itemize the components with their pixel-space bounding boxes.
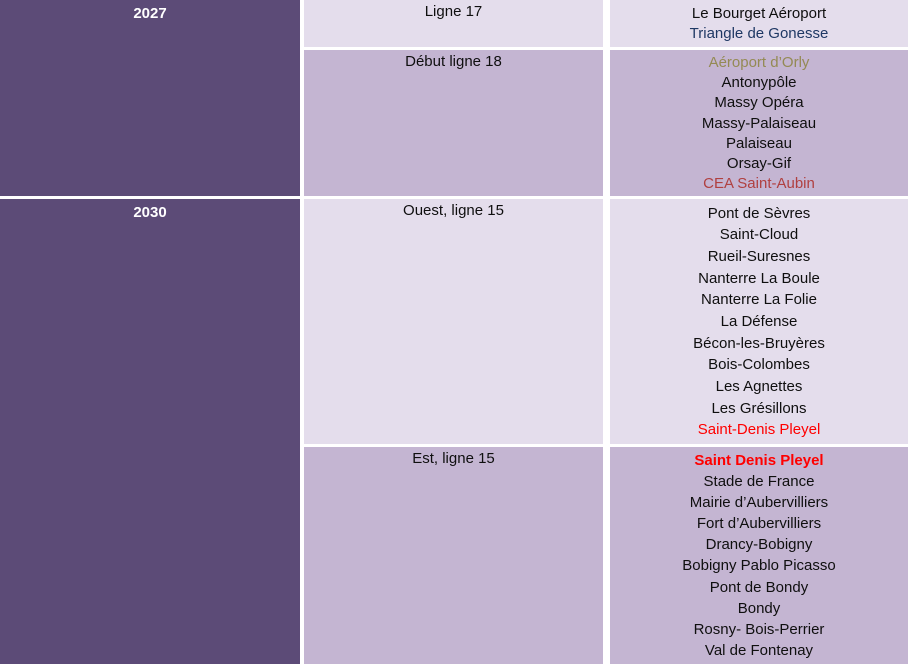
stations-cell: Aéroport d’Orly Antonypôle Massy Opéra Mass…: [610, 50, 908, 196]
station-name: Aéroport d’Orly: [708, 54, 810, 72]
line-cell: Ligne 17: [304, 0, 603, 47]
station-name: Saint-Denis Pleyel: [697, 421, 821, 439]
station-name: Rueil-Suresnes: [707, 247, 811, 265]
line-cell: Est, ligne 15: [304, 447, 603, 664]
station-name: Les Grésillons: [711, 399, 807, 417]
station-name: Pont de Bondy: [709, 578, 809, 596]
station-name: Fort d’Aubervilliers: [696, 515, 822, 533]
line-label: Ouest, ligne 15: [403, 202, 504, 219]
line-label: Est, ligne 15: [412, 450, 495, 467]
station-name: Val de Fontenay: [704, 641, 814, 659]
station-name: Bois-Colombes: [708, 356, 810, 374]
line-label: Début ligne 18: [405, 53, 502, 70]
year-cell: 2027: [0, 0, 300, 196]
line-label: Ligne 17: [424, 3, 483, 20]
station-name: Orsay-Gif: [726, 154, 792, 172]
station-name: CEA Saint-Aubin: [703, 174, 815, 192]
stations-cell: Saint Denis Pleyel Stade de France Mairie …: [610, 447, 908, 664]
station-name: Bondy: [737, 599, 781, 617]
station-name: Palaiseau: [726, 134, 792, 152]
station-name: Stade de France: [703, 473, 815, 491]
line-cell: Ouest, ligne 15: [304, 199, 603, 444]
station-name: La Défense: [720, 312, 798, 330]
station-name: Drancy-Bobigny: [705, 536, 813, 554]
year-cell: 2030: [0, 199, 300, 664]
stations-cell: Pont de Sèvres Saint-Cloud Rueil-Suresnes N…: [610, 199, 908, 444]
station-name: Le Bourget Aéroport: [691, 4, 827, 22]
station-name: Saint Denis Pleyel: [694, 452, 824, 470]
station-name: Rosny- Bois-Perrier: [693, 620, 825, 638]
station-name: Pont de Sèvres: [707, 204, 811, 222]
station-name: Mairie d’Aubervilliers: [689, 494, 829, 512]
station-name: Saint-Cloud: [719, 226, 799, 244]
stations-cell: Le Bourget Aéroport Triangle de Gonesse: [610, 0, 908, 47]
station-name: Massy-Palaiseau: [701, 114, 817, 132]
station-name: Les Agnettes: [715, 377, 803, 395]
station-name: Nanterre La Folie: [701, 291, 817, 309]
station-name: Massy Opéra: [714, 94, 804, 112]
line-cell: Début ligne 18: [304, 50, 603, 196]
station-name: Antonypôle: [721, 74, 797, 92]
station-name: Triangle de Gonesse: [689, 25, 829, 43]
station-name: Bobigny Pablo Picasso: [682, 557, 836, 575]
station-name: Nanterre La Boule: [698, 269, 820, 287]
station-name: Bécon-les-Bruyères: [693, 334, 825, 352]
